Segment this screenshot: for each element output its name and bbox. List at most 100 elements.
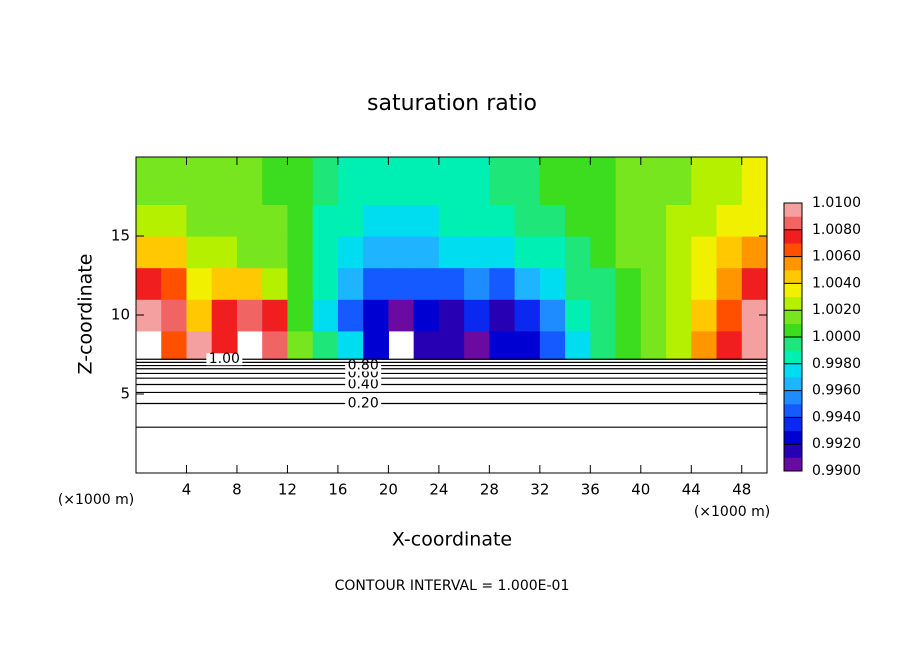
field-cell	[161, 157, 188, 205]
field-cell	[514, 330, 541, 360]
field-cell	[666, 299, 692, 332]
field-cell	[413, 157, 440, 205]
field-cell	[590, 157, 617, 205]
field-cell	[464, 299, 490, 332]
colorbar-swatch	[784, 377, 802, 391]
field-cell	[136, 204, 162, 237]
colorbar-label: 1.0060	[812, 249, 861, 265]
field-cell	[666, 267, 692, 300]
field-cell	[464, 330, 490, 360]
field-cell	[464, 236, 490, 269]
colorbar-label: 1.0100	[812, 195, 861, 211]
field-cell	[186, 236, 213, 269]
field-cell	[363, 204, 389, 237]
x-tick-label: 12	[278, 481, 297, 499]
field-cell	[666, 204, 692, 237]
field-cell	[211, 267, 238, 300]
colorbar-label: 0.9980	[812, 356, 861, 372]
field-cell	[691, 204, 718, 237]
x-tick-label: 36	[581, 481, 600, 499]
field-cell	[666, 236, 692, 269]
colorbar-swatch	[784, 323, 802, 338]
field-cell	[287, 204, 314, 237]
field-cell	[438, 299, 465, 332]
field-cell	[236, 157, 263, 205]
field-cell	[388, 236, 415, 269]
field-cell	[388, 267, 415, 300]
field-cell	[312, 330, 339, 360]
field-cell	[438, 157, 465, 205]
y-tick-label: 10	[111, 306, 130, 324]
field-cell	[464, 204, 490, 237]
field-cell	[161, 267, 188, 300]
field-cell	[615, 299, 642, 332]
field-cell	[211, 299, 238, 332]
field-cell	[565, 204, 591, 237]
field-cell	[413, 236, 440, 269]
colorbar-swatch	[784, 430, 802, 445]
field-cell	[741, 267, 768, 300]
colorbar-swatch	[784, 296, 802, 311]
colorbar-label: 0.9920	[812, 436, 861, 452]
colorbar-swatch	[784, 283, 802, 298]
field-cell	[741, 236, 768, 269]
field-cell	[262, 299, 289, 332]
field-cell	[489, 330, 516, 360]
field-cell	[514, 204, 541, 237]
field-cell	[438, 236, 465, 269]
colorbar-swatch	[784, 337, 802, 351]
field-cell	[691, 236, 718, 269]
x-tick-label: 20	[379, 481, 398, 499]
field-cell	[640, 236, 667, 269]
field-cell	[565, 236, 591, 269]
field-cell	[716, 267, 743, 300]
field-cell	[590, 204, 617, 237]
colorbar-label: 0.9940	[812, 409, 861, 425]
field-cell	[489, 157, 516, 205]
field-cell	[716, 204, 743, 237]
colorbar-swatch	[784, 350, 802, 365]
field-cell	[161, 236, 188, 269]
colorbar-label: 1.0000	[812, 329, 861, 345]
field-cell	[136, 267, 162, 300]
field-cell	[236, 267, 263, 300]
field-cell	[590, 236, 617, 269]
field-cell	[565, 157, 591, 205]
field-cell	[691, 330, 718, 360]
field-cell	[262, 236, 289, 269]
field-cell	[489, 267, 516, 300]
field-cell	[539, 330, 566, 360]
field-cell	[337, 204, 364, 237]
x-axis-label: X-coordinate	[392, 529, 512, 551]
field-cell	[691, 157, 718, 205]
field-cell	[413, 299, 440, 332]
x-unit-label: (×1000 m)	[694, 504, 770, 520]
field-cell	[312, 267, 339, 300]
x-tick-label: 16	[328, 481, 347, 499]
field-cell	[539, 204, 566, 237]
colorbar-label: 0.9900	[812, 463, 861, 479]
field-cell	[262, 157, 289, 205]
colorbar-label: 0.9960	[812, 383, 861, 399]
footer-note: CONTOUR INTERVAL = 1.000E-01	[335, 578, 570, 594]
colorbar-swatch	[784, 457, 802, 472]
field-cell	[236, 204, 263, 237]
field-cell	[640, 267, 667, 300]
contour-label-bg	[345, 397, 382, 410]
field-cell	[161, 299, 188, 332]
field-cell	[590, 267, 617, 300]
field-cell	[539, 157, 566, 205]
field-cell	[716, 330, 743, 360]
field-cell	[590, 330, 617, 360]
field-cell	[716, 157, 743, 205]
field-cell	[312, 299, 339, 332]
contour-label: 0.20	[348, 395, 379, 411]
field-cell	[741, 330, 768, 360]
field-cell	[337, 299, 364, 332]
colorbar-label: 1.0040	[812, 275, 861, 291]
field-cell	[716, 299, 743, 332]
field-cell	[640, 330, 667, 360]
field-cell	[539, 299, 566, 332]
field-cell	[615, 204, 642, 237]
